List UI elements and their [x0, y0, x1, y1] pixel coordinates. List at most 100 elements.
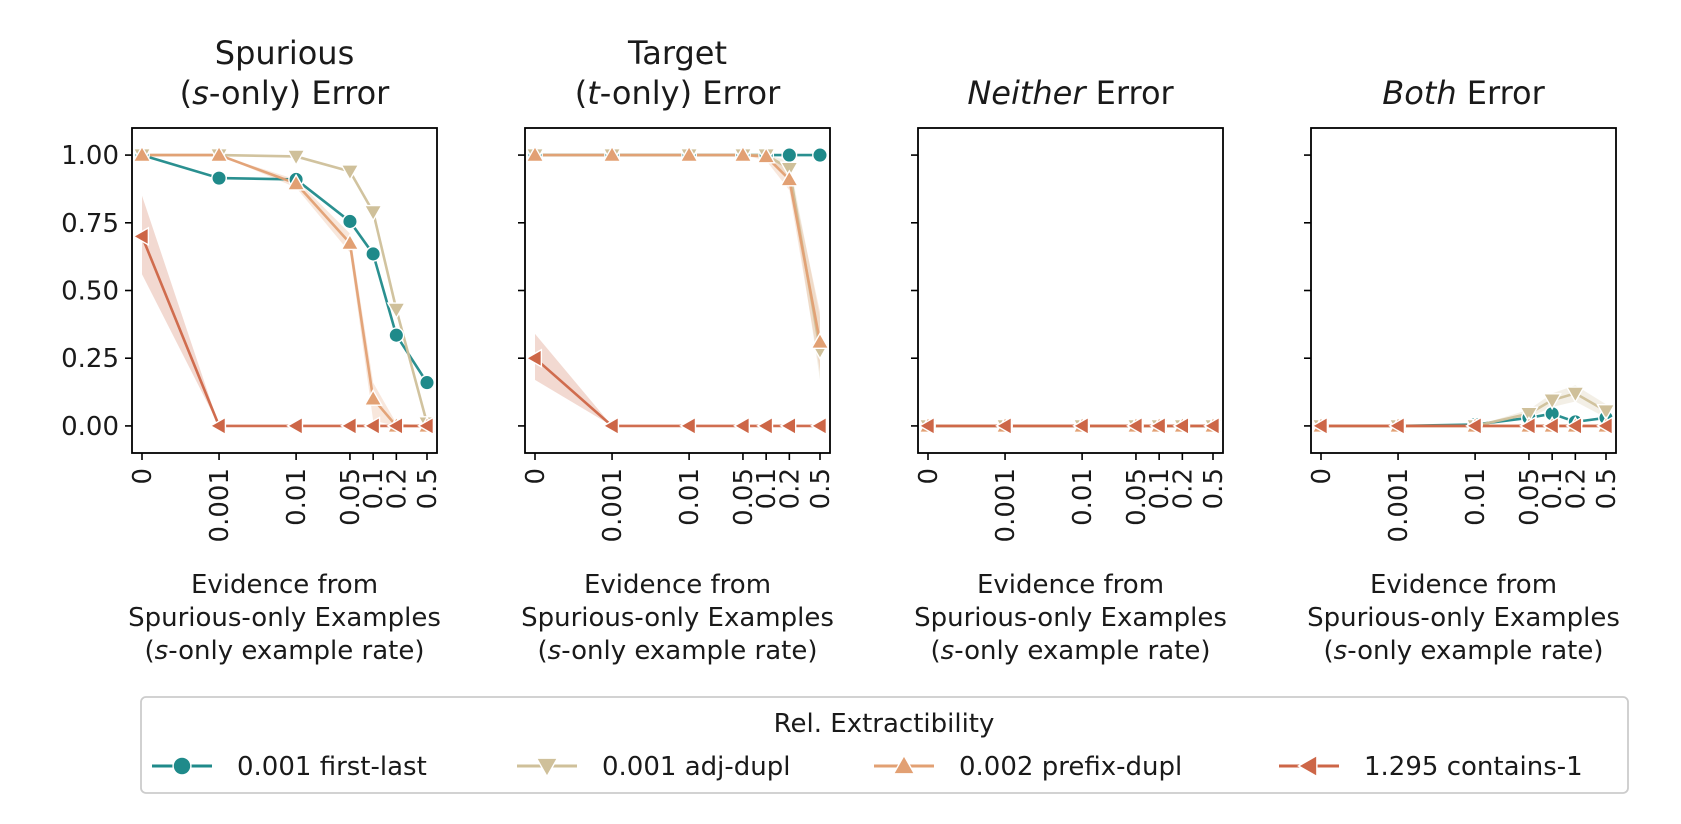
data-point [363, 204, 383, 222]
data-point [1149, 416, 1167, 436]
subplot-title-part: Target [627, 34, 727, 72]
legend-title: Rel. Extractibility [774, 709, 995, 739]
legend-marker [535, 757, 559, 778]
legend-label: 0.001 first-last [237, 752, 427, 782]
data-point [918, 416, 936, 436]
subplot-title: Target [627, 34, 727, 72]
y-tick-label: 0.00 [61, 412, 119, 442]
plot-area [918, 416, 1223, 436]
plot-frame [524, 127, 831, 454]
data-point [525, 348, 543, 368]
data-point [779, 169, 800, 187]
legend-label: 1.295 contains-1 [1364, 752, 1583, 782]
legend-label: 0.002 prefix-dupl [959, 752, 1182, 782]
x-axis-label: Evidence from [584, 570, 771, 600]
data-point [363, 388, 383, 406]
subplot-3: Neither Error 0 0.001 0.01 0.050.10.2 0.5 Evid… [911, 74, 1229, 666]
data-point [525, 145, 545, 163]
data-point [1203, 416, 1221, 436]
x-tick-label: 0.01 [1461, 468, 1491, 526]
x-axis-label-part: ( [931, 636, 941, 666]
legend-label: 0.001 adj-dupl [602, 752, 790, 782]
subplot-1: Spurious(s-only) Error0.000.250.500.751.… [61, 34, 443, 666]
x-tick-label: 0 [128, 468, 158, 485]
x-axis-label-part: Spurious-only Examples [1307, 603, 1620, 633]
data-point [1542, 416, 1560, 436]
x-axis-label-part: Spurious-only Examples [128, 603, 441, 633]
x-axis-label-part: -only example rate) [561, 636, 817, 666]
legend: Rel. Extractibility 0.001 first-last 0.001… [140, 696, 1629, 794]
data-point [602, 145, 622, 163]
subplot-4: Both Error 0 0.001 0.01 0.050.10.2 0.5 Evidenc… [1304, 74, 1622, 666]
series-line [1321, 412, 1607, 428]
data-point [209, 145, 229, 163]
data-point [679, 416, 697, 436]
x-tick-label: 0.5 [806, 468, 836, 509]
plot-frame [131, 127, 438, 454]
data-point [340, 164, 360, 182]
x-tick-label: 0.001 [598, 468, 628, 542]
subplot-title: Spurious [215, 34, 354, 72]
data-point [1565, 386, 1586, 404]
subplot-title: (s-only) Error [180, 74, 390, 112]
x-tick-label: 0.1 [359, 468, 389, 509]
x-axis-label-part: Evidence from [191, 570, 378, 600]
series-line [1321, 392, 1607, 428]
legend-marker [892, 754, 916, 775]
x-axis-label: Spurious-only Examples [128, 603, 441, 633]
x-axis-label: (s-only example rate) [538, 636, 818, 666]
x-tick-label: 0.2 [1168, 468, 1198, 509]
x-axis-label-part: ( [538, 636, 548, 666]
x-axis-label-part: s [548, 636, 562, 666]
y-tick-label: 1.00 [61, 141, 119, 171]
subplot-title: Neither Error [967, 74, 1174, 112]
plot-area [525, 145, 830, 436]
x-axis-label: Evidence from [191, 570, 378, 600]
legend-entry: 0.001 first-last [152, 752, 427, 782]
data-point [386, 302, 407, 320]
data-point [679, 145, 699, 163]
data-point [419, 374, 435, 391]
data-point [756, 146, 776, 164]
data-point [132, 226, 150, 247]
x-tick-label: 0.5 [1199, 468, 1229, 509]
data-point [995, 416, 1013, 436]
x-axis-label-part: -only example rate) [954, 636, 1210, 666]
data-point [286, 149, 306, 167]
data-point [342, 213, 358, 230]
data-point [211, 170, 227, 187]
subplot-title-part: s [192, 74, 209, 112]
x-tick-label: 0.2 [382, 468, 412, 509]
data-point [1126, 416, 1144, 436]
subplot-title-part: Error [1457, 74, 1546, 112]
data-point [365, 246, 382, 262]
x-axis-label: (s-only example rate) [931, 636, 1211, 666]
x-axis-label: Evidence from [977, 570, 1164, 600]
x-tick-label: 0.05 [1122, 468, 1152, 526]
x-tick-label: 0.5 [413, 468, 443, 509]
x-axis-label: (s-only example rate) [1324, 636, 1604, 666]
x-axis-label: Evidence from [1370, 570, 1557, 600]
x-axis-label-part: -only example rate) [168, 636, 424, 666]
data-point [1311, 416, 1329, 436]
subplot-title-part: ( [575, 74, 587, 112]
legend-marker [1297, 754, 1318, 778]
series-line [535, 153, 822, 343]
x-tick-label: 0 [521, 468, 551, 485]
subplot-title-part: -only) Error [600, 74, 781, 112]
plot-frame [917, 127, 1224, 454]
data-point [340, 233, 360, 251]
subplot-title-part: Spurious [215, 34, 354, 72]
data-point [386, 416, 404, 436]
x-tick-label: 0.001 [1384, 468, 1414, 542]
subplot-title-part: Error [1086, 74, 1175, 112]
x-tick-label: 0.5 [1592, 468, 1622, 509]
x-axis-label-part: s [155, 636, 169, 666]
subplot-title-part: Neither [967, 74, 1087, 112]
data-point [1519, 416, 1537, 436]
x-axis-label-part: Spurious-only Examples [914, 603, 1227, 633]
x-tick-label: 0.05 [336, 468, 366, 526]
